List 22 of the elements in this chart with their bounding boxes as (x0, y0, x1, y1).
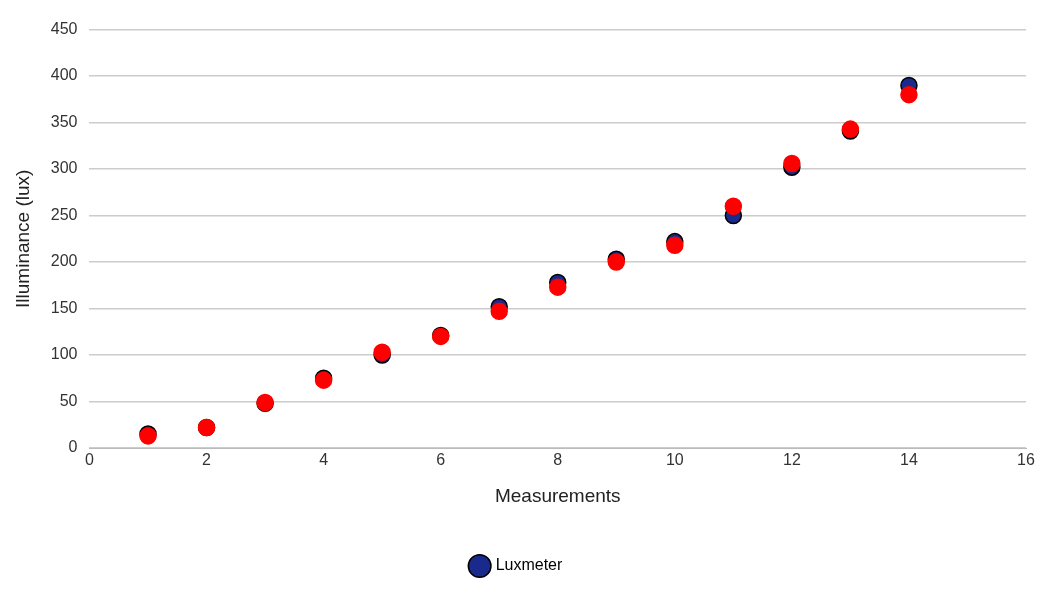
x-tick-label: 2 (202, 451, 212, 469)
x-tick-label: 16 (1017, 451, 1035, 469)
y-tick-label: 150 (50, 298, 78, 316)
x-tick-label: 14 (900, 451, 918, 469)
x-tick-label: 12 (782, 451, 801, 469)
y-tick-label: 50 (59, 391, 78, 409)
y-tick-label: 400 (50, 66, 78, 84)
y-tick-label: 100 (50, 345, 78, 363)
legend-label: Luxmeter (495, 556, 564, 574)
x-tick-label: 8 (553, 451, 563, 469)
x-tick-label: 4 (319, 451, 329, 469)
x-tick-label: 0 (85, 451, 95, 469)
y-tick-label: 350 (50, 112, 78, 130)
y-tick-label: 300 (50, 159, 78, 177)
y-tick-label: 250 (50, 205, 78, 223)
y-tick-label: 450 (50, 20, 78, 38)
y-axis-title: Illuminance (lux) (11, 169, 33, 308)
y-tick-label: 0 (68, 438, 78, 456)
x-tick-label: 6 (436, 451, 446, 469)
x-axis-title: Measurements (494, 484, 621, 506)
y-tick-label: 200 (50, 252, 78, 270)
x-tick-label: 10 (665, 451, 684, 469)
